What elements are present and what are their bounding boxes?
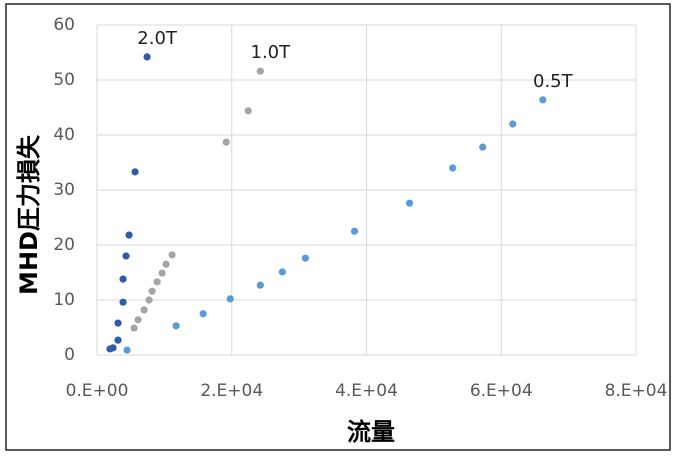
y-tick-label: 30 bbox=[53, 180, 75, 200]
chart-frame bbox=[5, 3, 671, 451]
y-tick-label: 50 bbox=[53, 70, 75, 90]
data-point bbox=[405, 199, 414, 207]
data-point bbox=[199, 310, 207, 318]
data-point bbox=[278, 268, 286, 276]
data-point bbox=[256, 67, 264, 75]
data-point bbox=[123, 346, 131, 354]
data-point bbox=[479, 143, 487, 151]
data-point bbox=[109, 344, 117, 352]
data-point bbox=[301, 254, 309, 262]
data-point bbox=[153, 278, 161, 286]
data-point bbox=[172, 322, 180, 330]
y-tick-label: 60 bbox=[53, 15, 75, 35]
data-point bbox=[131, 168, 139, 176]
x-tick-label: 4.E+04 bbox=[335, 381, 398, 401]
data-point bbox=[145, 296, 153, 304]
data-point bbox=[114, 319, 122, 327]
y-tick-label: 10 bbox=[53, 290, 75, 310]
data-point bbox=[148, 287, 156, 295]
x-axis-title: 流量 bbox=[347, 418, 395, 446]
data-point bbox=[509, 120, 517, 128]
data-point bbox=[168, 251, 176, 259]
data-point bbox=[449, 164, 457, 172]
y-tick-label: 20 bbox=[53, 235, 75, 255]
data-point bbox=[158, 269, 166, 277]
x-tick-label: 6.E+04 bbox=[470, 381, 533, 401]
data-point bbox=[140, 306, 148, 314]
y-axis-title: MHD圧力損失 bbox=[15, 134, 43, 295]
data-point bbox=[222, 138, 230, 146]
data-point bbox=[134, 316, 142, 324]
data-point bbox=[226, 295, 234, 303]
data-point bbox=[114, 336, 122, 344]
x-tick-label: 0.E+00 bbox=[66, 381, 129, 401]
data-point bbox=[539, 96, 547, 104]
data-point bbox=[162, 260, 170, 268]
data-point bbox=[125, 231, 133, 239]
series-label: 1.0T bbox=[251, 42, 292, 63]
y-tick-label: 0 bbox=[64, 345, 75, 365]
series-label: 0.5T bbox=[533, 71, 574, 92]
data-point bbox=[130, 324, 138, 332]
data-point bbox=[350, 227, 359, 235]
data-point bbox=[119, 275, 127, 283]
data-point bbox=[244, 107, 252, 115]
x-tick-label: 2.E+04 bbox=[200, 381, 263, 401]
y-tick-label: 40 bbox=[53, 125, 75, 145]
data-point bbox=[119, 298, 127, 306]
x-tick-label: 8.E+04 bbox=[605, 381, 668, 401]
series-label: 2.0T bbox=[137, 28, 178, 49]
data-point bbox=[143, 53, 151, 61]
data-point bbox=[122, 252, 130, 260]
data-point bbox=[256, 281, 264, 289]
